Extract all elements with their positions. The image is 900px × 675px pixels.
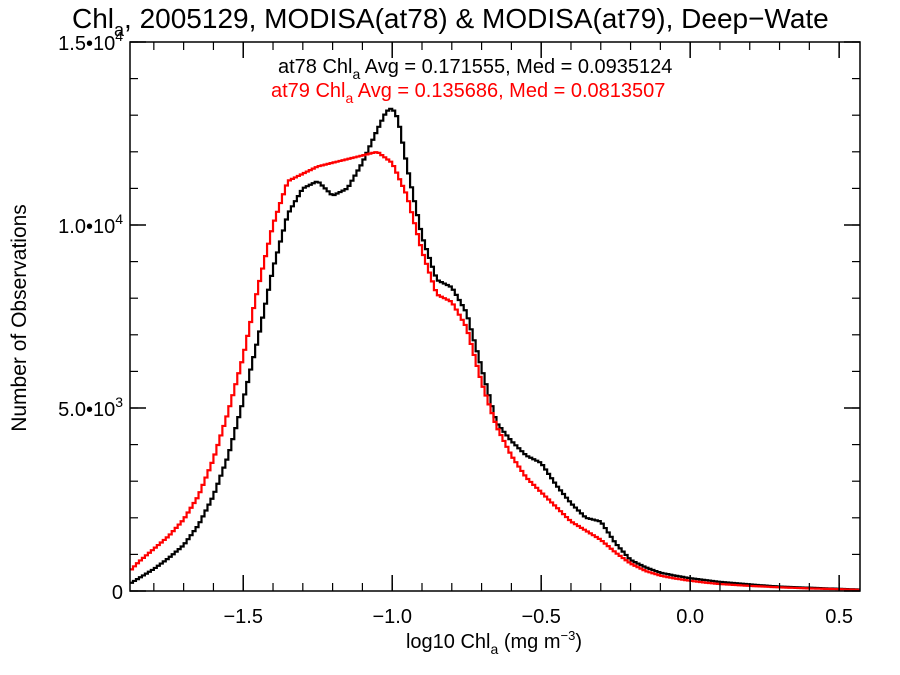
series-0-line xyxy=(130,107,860,591)
y-tick-label: 1.0•104 xyxy=(58,211,123,238)
chart-title: Chla, 2005129, MODISA(at78) & MODISA(at7… xyxy=(72,3,829,40)
y-axis-label: Number of Observations xyxy=(8,204,31,432)
x-tick-label: −1.0 xyxy=(372,606,411,628)
axes-layer: −1.5 −1.0 −0.5 0.0 0.5 0 5.0•103 1.0•104 1.5•104 xyxy=(58,28,861,628)
annotation-at79: at79 Chla Avg = 0.135686, Med = 0.081350… xyxy=(271,80,665,106)
y-tick-label: 0 xyxy=(112,582,123,604)
series-layer xyxy=(130,107,860,591)
series-1-line xyxy=(130,151,860,591)
plot-frame xyxy=(129,41,861,592)
x-tick-label: 0.0 xyxy=(676,606,704,628)
x-tick-label: 0.5 xyxy=(825,606,853,628)
x-tick-label: −1.5 xyxy=(223,606,262,628)
x-axis-label: log10 Chla (mg m−3) xyxy=(406,628,582,657)
y-tick-label: 5.0•103 xyxy=(58,394,123,421)
annotation-at78: at78 Chla Avg = 0.171555, Med = 0.093512… xyxy=(278,56,672,82)
x-tick-label: −0.5 xyxy=(521,606,560,628)
y-tick-label: 1.5•104 xyxy=(58,28,123,55)
